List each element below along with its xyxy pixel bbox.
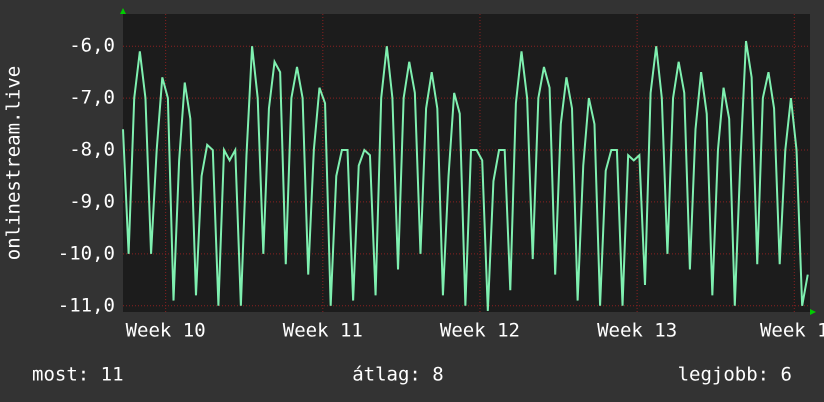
y-tick-label: -7,0 xyxy=(69,87,115,109)
x-tick-label: Week 10 xyxy=(126,320,206,342)
axis-arrow xyxy=(120,8,126,14)
y-tick-label: -8,0 xyxy=(69,139,115,161)
y-tick-label: -10,0 xyxy=(58,242,115,264)
x-tick-label: Week 1 xyxy=(760,320,824,342)
axis-arrow xyxy=(810,309,816,315)
x-tick-label: Week 11 xyxy=(283,320,363,342)
legend-item: most: 11 xyxy=(32,364,124,386)
y-tick-label: -6,0 xyxy=(69,35,115,57)
y-tick-label: -9,0 xyxy=(69,190,115,212)
data-line xyxy=(122,40,809,312)
legend-item: legjobb: 6 xyxy=(678,364,792,386)
legend-item: átlag: 8 xyxy=(352,364,444,386)
x-tick-label: Week 12 xyxy=(440,320,520,342)
y-tick-label: -11,0 xyxy=(58,294,115,316)
x-tick-label: Week 13 xyxy=(597,320,677,342)
y-axis-label: onlinestream.live xyxy=(3,66,25,260)
